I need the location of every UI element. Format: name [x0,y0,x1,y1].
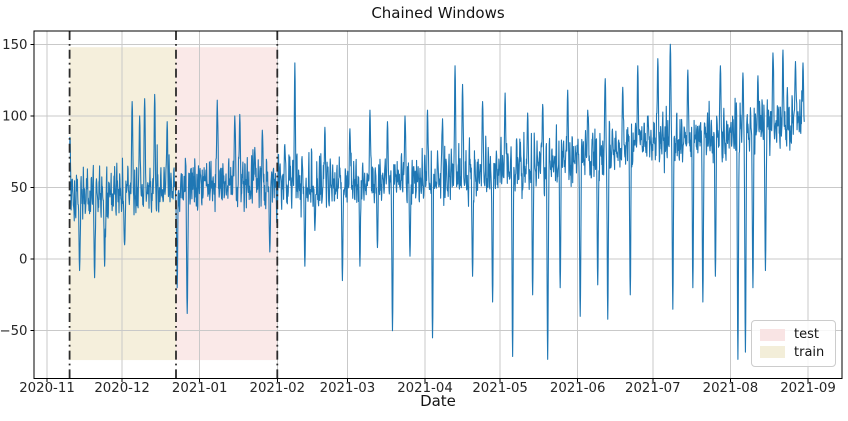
y-tick-label: 50 [11,181,28,196]
y-tick-label: −50 [0,324,28,339]
region-test [176,47,278,361]
x-tick-label: 2021-05 [472,381,528,396]
legend-swatch-test [760,328,785,341]
x-tick-label: 2021-07 [625,381,681,396]
plot-border [33,30,843,379]
legend-swatch-train [760,346,785,359]
y-tick-label: 0 [19,253,27,268]
chart-title: Chained Windows [371,4,505,22]
y-tick-label: 150 [2,38,27,53]
data-line [69,43,805,360]
x-tick-label: 2020-11 [19,381,75,396]
legend-item-train: train [760,346,827,359]
x-axis-label: Date [420,392,456,410]
x-tick-label: 2020-12 [94,381,150,396]
legend: test train [751,320,836,367]
legend-label-train: train [794,344,825,360]
x-tick-label: 2021-04 [397,381,453,396]
x-tick-label: 2021-06 [550,381,606,396]
legend-label-test: test [794,327,819,343]
y-tick-label: 100 [2,109,27,124]
legend-item-test: test [760,328,827,341]
x-tick-label: 2021-03 [320,381,376,396]
x-tick-label: 2021-09 [780,381,836,396]
x-tick-label: 2021-08 [703,381,759,396]
x-tick-label: 2021-02 [250,381,306,396]
x-tick-label: 2021-01 [172,381,228,396]
